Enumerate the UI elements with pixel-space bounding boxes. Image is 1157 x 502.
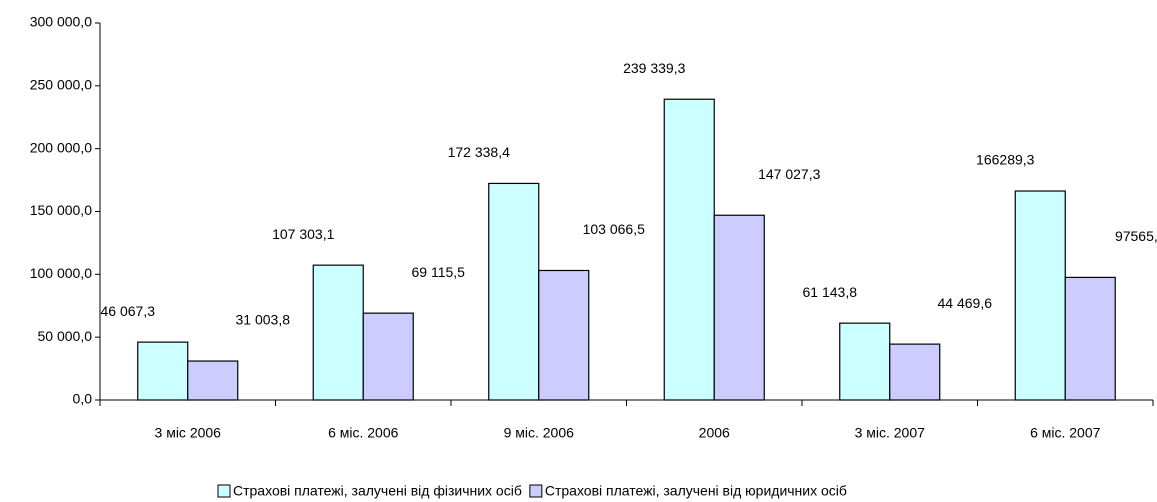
data-label: 239 339,3	[623, 60, 685, 76]
y-tick-label: 50 000,0	[38, 328, 93, 344]
y-tick-label: 100 000,0	[30, 265, 92, 281]
y-tick-label: 250 000,0	[30, 77, 92, 93]
data-label: 166289,3	[976, 152, 1035, 168]
y-tick-label: 300 000,0	[30, 14, 92, 30]
x-tick-label: 2006	[699, 425, 730, 441]
legend-label: Страхові платежі, залучені від фізичних …	[233, 483, 522, 499]
data-label: 97565,2	[1115, 228, 1157, 244]
x-tick-label: 6 міс. 2006	[328, 425, 399, 441]
bar	[538, 269, 590, 401]
bar	[312, 264, 364, 401]
y-tick-label: 0,0	[73, 391, 93, 407]
legend-swatch	[529, 484, 543, 498]
bar	[839, 322, 891, 401]
x-tick-label: 3 міс 2006	[155, 425, 222, 441]
data-label: 172 338,4	[448, 144, 510, 160]
data-label: 44 469,6	[938, 295, 993, 311]
bar	[488, 182, 540, 401]
bar	[713, 214, 765, 401]
x-tick-label: 9 міс. 2006	[504, 425, 575, 441]
bar	[663, 98, 715, 401]
bar	[187, 360, 239, 401]
legend-label: Страхові платежі, залучені від юридичних…	[545, 483, 847, 499]
bar	[137, 341, 189, 401]
x-tick-label: 6 міс. 2007	[1030, 425, 1101, 441]
bar	[362, 312, 414, 401]
data-label: 46 067,3	[101, 303, 156, 319]
y-tick-label: 150 000,0	[30, 202, 92, 218]
data-label: 69 115,5	[412, 264, 466, 280]
bar	[1064, 276, 1116, 401]
data-label: 61 143,8	[803, 284, 858, 300]
data-label: 107 303,1	[272, 226, 334, 242]
data-label: 147 027,3	[758, 166, 820, 182]
bar	[1014, 190, 1066, 401]
data-label: 31 003,8	[236, 312, 291, 328]
legend-swatch	[217, 484, 231, 498]
y-tick-label: 200 000,0	[30, 139, 92, 155]
x-tick-label: 3 міс. 2007	[855, 425, 926, 441]
bar	[889, 343, 941, 401]
data-label: 103 066,5	[583, 221, 645, 237]
